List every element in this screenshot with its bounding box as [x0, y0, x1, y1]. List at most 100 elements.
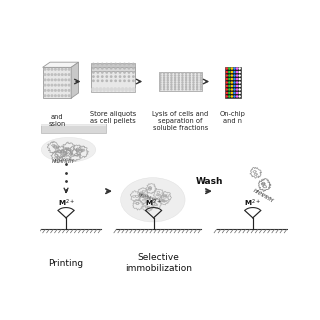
Circle shape [178, 84, 179, 85]
Circle shape [186, 80, 187, 81]
Circle shape [61, 68, 63, 70]
Polygon shape [92, 62, 135, 83]
Circle shape [160, 89, 161, 90]
Circle shape [65, 68, 67, 70]
Circle shape [65, 95, 67, 96]
Circle shape [186, 84, 187, 85]
Text: HHHHHH: HHHHHH [252, 188, 274, 204]
Circle shape [97, 68, 99, 69]
Circle shape [174, 75, 176, 76]
Circle shape [167, 82, 168, 83]
Circle shape [234, 75, 235, 76]
Circle shape [106, 72, 108, 73]
Circle shape [231, 85, 232, 86]
Circle shape [182, 89, 183, 90]
Circle shape [171, 73, 172, 74]
Circle shape [124, 68, 125, 69]
Text: Store aliquots
as cell pellets: Store aliquots as cell pellets [90, 111, 136, 124]
Circle shape [68, 79, 70, 81]
Circle shape [189, 86, 190, 88]
Circle shape [226, 96, 227, 97]
Ellipse shape [95, 87, 98, 92]
Circle shape [61, 74, 63, 76]
Circle shape [48, 74, 49, 76]
Polygon shape [159, 72, 202, 91]
Circle shape [186, 86, 187, 88]
Circle shape [189, 84, 190, 85]
Text: Printing: Printing [48, 259, 84, 268]
Circle shape [167, 86, 168, 88]
Circle shape [174, 89, 176, 90]
Circle shape [236, 85, 238, 86]
Circle shape [115, 72, 116, 73]
Circle shape [167, 75, 168, 76]
Circle shape [239, 78, 240, 80]
Ellipse shape [121, 87, 124, 92]
Circle shape [110, 80, 112, 82]
Circle shape [61, 95, 63, 96]
Circle shape [239, 75, 240, 76]
Text: Selective
immobilization: Selective immobilization [125, 253, 192, 273]
Circle shape [167, 89, 168, 90]
Ellipse shape [92, 87, 95, 92]
Circle shape [102, 72, 103, 73]
Circle shape [55, 84, 56, 86]
Circle shape [178, 77, 179, 78]
Circle shape [97, 63, 99, 65]
Ellipse shape [114, 87, 117, 92]
Circle shape [48, 79, 49, 81]
Circle shape [186, 75, 187, 76]
Text: Wash: Wash [196, 177, 223, 186]
Circle shape [200, 73, 201, 74]
Circle shape [196, 77, 198, 78]
Circle shape [229, 89, 230, 90]
Circle shape [110, 63, 112, 65]
Circle shape [193, 89, 194, 90]
Circle shape [106, 80, 108, 82]
Circle shape [182, 82, 183, 83]
Circle shape [119, 76, 121, 77]
Text: HHHHHH: HHHHHH [51, 159, 73, 164]
Circle shape [182, 75, 183, 76]
Circle shape [115, 68, 116, 69]
Circle shape [239, 72, 240, 73]
Circle shape [193, 75, 194, 76]
Circle shape [196, 75, 198, 76]
Circle shape [193, 82, 194, 83]
Text: HHHHHH: HHHHHH [137, 193, 157, 204]
Circle shape [231, 82, 232, 83]
Circle shape [196, 82, 198, 83]
Circle shape [160, 77, 161, 78]
Circle shape [178, 89, 179, 90]
Circle shape [193, 86, 194, 88]
Circle shape [160, 80, 161, 81]
Circle shape [226, 92, 227, 93]
Circle shape [65, 90, 67, 91]
Circle shape [236, 82, 238, 83]
Circle shape [200, 82, 201, 83]
Circle shape [160, 75, 161, 76]
Circle shape [171, 77, 172, 78]
Circle shape [97, 80, 99, 82]
Circle shape [234, 92, 235, 93]
Circle shape [226, 75, 227, 76]
Circle shape [110, 72, 112, 73]
Circle shape [200, 84, 201, 85]
Circle shape [124, 72, 125, 73]
Circle shape [229, 92, 230, 93]
Circle shape [93, 72, 94, 73]
Circle shape [128, 72, 130, 73]
Circle shape [110, 76, 112, 77]
Circle shape [119, 63, 121, 65]
Circle shape [178, 73, 179, 74]
Circle shape [55, 79, 56, 81]
Circle shape [61, 90, 63, 91]
Circle shape [189, 89, 190, 90]
Circle shape [65, 84, 67, 86]
Circle shape [48, 95, 49, 96]
Circle shape [68, 84, 70, 86]
Circle shape [229, 72, 230, 73]
Circle shape [239, 85, 240, 86]
Circle shape [193, 77, 194, 78]
Circle shape [160, 82, 161, 83]
